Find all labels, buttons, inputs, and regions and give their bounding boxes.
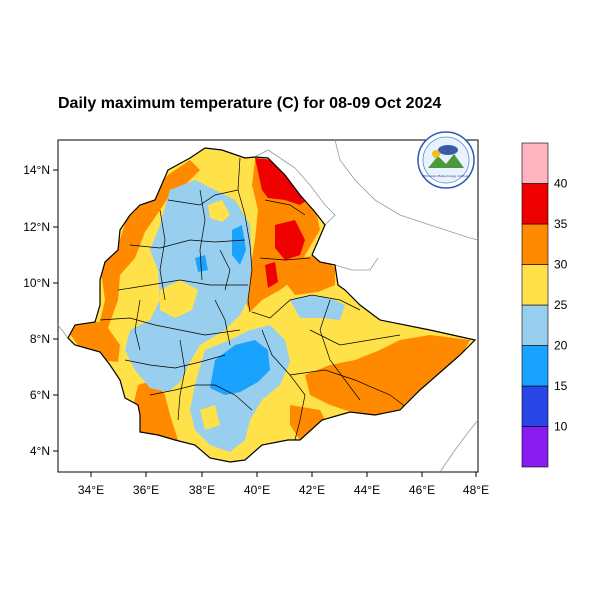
lat-tick-label: 6°N <box>30 388 50 402</box>
lat-tick-label: 12°N <box>23 220 50 234</box>
colorbar-level-label: 35 <box>554 217 568 231</box>
lon-tick-label: 34°E <box>78 483 104 497</box>
lon-tick-label: 48°E <box>463 483 489 497</box>
colorbar-level-label: 10 <box>554 420 568 434</box>
lon-tick-label: 38°E <box>189 483 215 497</box>
colorbar <box>521 142 549 468</box>
institute-logo: Ethiopian Meteorology Institute <box>417 131 475 189</box>
lon-tick-label: 40°E <box>244 483 270 497</box>
lon-tick-labels: 34°E 36°E 38°E 40°E 42°E 44°E 46°E 48°E <box>78 483 489 497</box>
colorbar-level-label: 25 <box>554 298 568 312</box>
lat-tick-labels: 14°N 12°N 10°N 8°N 6°N 4°N <box>23 163 50 458</box>
lat-tick-label: 4°N <box>30 444 50 458</box>
colorbar-level-label: 30 <box>554 258 568 272</box>
lat-tick-label: 10°N <box>23 276 50 290</box>
lon-tick-label: 36°E <box>133 483 159 497</box>
colorbar-swatch <box>521 304 549 346</box>
colorbar-level-label: 15 <box>554 379 568 393</box>
lat-tick-label: 8°N <box>30 332 50 346</box>
colorbar-level-label: 40 <box>554 177 568 191</box>
lat-tick-label: 14°N <box>23 163 50 177</box>
admin-borders <box>99 157 411 441</box>
lat-axis <box>53 169 58 452</box>
colorbar-labels: 10 15 20 25 30 35 40 <box>554 177 568 434</box>
lon-axis <box>90 472 477 477</box>
neighbor-borders <box>57 139 479 473</box>
colorbar-swatch <box>521 345 549 387</box>
colorbar-level-label: 20 <box>554 339 568 353</box>
colorbar-swatch <box>521 385 549 427</box>
lon-tick-label: 44°E <box>354 483 380 497</box>
logo-text: Ethiopian Meteorology Institute <box>422 174 469 178</box>
ethiopia-outline <box>67 147 477 463</box>
colorbar-swatch <box>521 223 549 265</box>
lon-tick-label: 46°E <box>409 483 435 497</box>
colorbar-swatch <box>521 264 549 306</box>
colorbar-swatch <box>521 426 549 468</box>
lon-tick-label: 42°E <box>299 483 325 497</box>
map-title: Daily maximum temperature (C) for 08-09 … <box>58 95 442 112</box>
colorbar-swatch <box>521 183 549 225</box>
colorbar-swatch <box>521 142 549 184</box>
